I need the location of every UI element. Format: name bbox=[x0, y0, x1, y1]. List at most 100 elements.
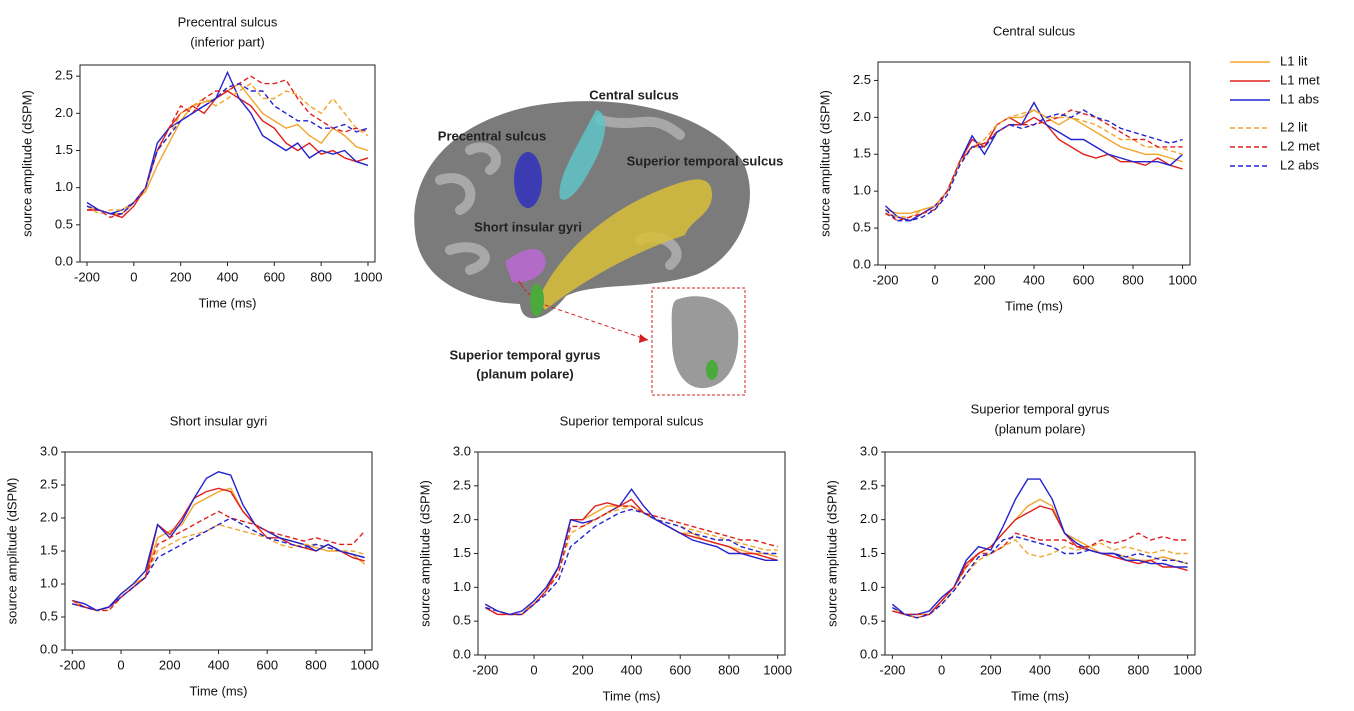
y-tick-label: 0.0 bbox=[40, 641, 58, 656]
x-tick-label: 200 bbox=[980, 662, 1002, 677]
y-tick-label: 0.5 bbox=[40, 608, 58, 623]
series-line bbox=[72, 523, 365, 612]
y-tick-label: 3.0 bbox=[453, 443, 471, 458]
x-tick-label: 800 bbox=[310, 269, 332, 284]
chart-title: Superior temporal gyrus bbox=[971, 401, 1110, 416]
y-tick-label: 2.5 bbox=[853, 72, 871, 87]
series-line bbox=[72, 471, 365, 612]
arrow bbox=[544, 304, 649, 341]
x-tick-label: 1000 bbox=[763, 662, 792, 677]
inset-box bbox=[651, 287, 746, 396]
legend-label: L2 lit bbox=[1280, 119, 1308, 134]
x-tick-label: 400 bbox=[208, 657, 230, 672]
chart-title: Central sulcus bbox=[993, 23, 1076, 38]
y-tick-label: 0.0 bbox=[853, 256, 871, 271]
series-line bbox=[86, 82, 369, 215]
x-tick-label: 400 bbox=[621, 662, 643, 677]
y-tick-label: 1.0 bbox=[453, 579, 471, 594]
y-tick-label: 1.0 bbox=[853, 183, 871, 198]
x-tick-label: -200 bbox=[74, 269, 100, 284]
series-line bbox=[892, 539, 1188, 619]
x-tick-label: 800 bbox=[1128, 662, 1150, 677]
arrow-head bbox=[639, 334, 648, 343]
series-line bbox=[87, 90, 369, 219]
pointer bbox=[518, 280, 531, 296]
x-tick-label: 800 bbox=[1122, 272, 1144, 287]
y-tick-label: 2.5 bbox=[55, 68, 73, 83]
x-tick-label: 600 bbox=[1073, 272, 1095, 287]
x-tick-label: -200 bbox=[59, 657, 85, 672]
x-axis-label: Time (ms) bbox=[1005, 298, 1063, 313]
brain-illustration: Central sulcus Precentral sulcus Superio… bbox=[414, 87, 784, 396]
y-tick-label: 0.0 bbox=[453, 646, 471, 661]
region-sts bbox=[538, 179, 712, 310]
x-tick-label: 1000 bbox=[350, 657, 379, 672]
series-line bbox=[884, 109, 1183, 222]
x-tick-label: 1000 bbox=[354, 269, 383, 284]
y-tick-label: 0.5 bbox=[453, 613, 471, 628]
x-tick-label: 400 bbox=[1023, 272, 1045, 287]
x-tick-label: 200 bbox=[974, 272, 996, 287]
x-tick-label: 800 bbox=[718, 662, 740, 677]
x-axis-label: Time (ms) bbox=[189, 683, 247, 698]
x-tick-label: 600 bbox=[256, 657, 278, 672]
series-line bbox=[71, 510, 366, 612]
y-tick-label: 2.0 bbox=[453, 511, 471, 526]
y-axis-label: source amplitude (dSPM) bbox=[19, 90, 34, 237]
y-tick-label: 2.0 bbox=[860, 511, 878, 526]
x-tick-label: 1000 bbox=[1168, 272, 1197, 287]
chart-subtitle: (inferior part) bbox=[190, 34, 264, 49]
x-tick-label: 0 bbox=[938, 662, 945, 677]
brain-label: Precentral sulcus bbox=[438, 128, 546, 143]
series-line bbox=[885, 109, 1183, 218]
series-line bbox=[892, 505, 1188, 619]
x-axis-label: Time (ms) bbox=[198, 295, 256, 310]
x-tick-label: 600 bbox=[669, 662, 691, 677]
series-line bbox=[484, 505, 778, 616]
y-tick-label: 2.0 bbox=[853, 109, 871, 124]
y-tick-label: 2.0 bbox=[55, 105, 73, 120]
legend-label: L2 abs bbox=[1280, 157, 1320, 172]
brain-label: Central sulcus bbox=[589, 87, 679, 102]
chart-subtitle: (planum polare) bbox=[994, 421, 1085, 436]
series-line bbox=[72, 517, 365, 612]
series-line bbox=[891, 478, 1188, 616]
y-tick-label: 2.0 bbox=[40, 509, 58, 524]
y-tick-label: 2.5 bbox=[453, 477, 471, 492]
inset-stg bbox=[706, 360, 718, 380]
y-tick-label: 1.5 bbox=[40, 542, 58, 557]
brain-label: Short insular gyri bbox=[474, 219, 582, 234]
series-line bbox=[86, 82, 369, 215]
x-tick-label: -200 bbox=[472, 662, 498, 677]
x-tick-label: -200 bbox=[872, 272, 898, 287]
series-line bbox=[86, 70, 369, 215]
y-tick-label: 1.5 bbox=[55, 142, 73, 157]
region-insular bbox=[505, 249, 546, 283]
legend-label: L1 met bbox=[1280, 72, 1320, 87]
y-tick-label: 2.5 bbox=[860, 477, 878, 492]
series-line bbox=[484, 505, 778, 616]
chart-title: Precentral sulcus bbox=[178, 14, 278, 29]
x-tick-label: 800 bbox=[305, 657, 327, 672]
region-precentral bbox=[514, 152, 542, 208]
series-line bbox=[484, 488, 778, 616]
x-tick-label: 200 bbox=[572, 662, 594, 677]
x-tick-label: 400 bbox=[217, 269, 239, 284]
chart-title: Superior temporal sulcus bbox=[560, 413, 704, 428]
legend-label: L1 lit bbox=[1280, 53, 1308, 68]
y-tick-label: 1.5 bbox=[453, 545, 471, 560]
legend-label: L1 abs bbox=[1280, 91, 1320, 106]
y-axis-label: source amplitude (dSPM) bbox=[824, 480, 839, 627]
series-line bbox=[485, 508, 778, 616]
y-tick-label: 2.5 bbox=[40, 476, 58, 491]
axes-frame bbox=[79, 64, 376, 263]
x-tick-label: 600 bbox=[263, 269, 285, 284]
inset-brain bbox=[671, 296, 739, 389]
x-tick-label: 0 bbox=[931, 272, 938, 287]
x-tick-label: 1000 bbox=[1173, 662, 1202, 677]
series-line bbox=[884, 101, 1184, 222]
brain-label: Superior temporal sulcus bbox=[627, 153, 784, 168]
series-line bbox=[71, 487, 366, 612]
x-tick-label: 0 bbox=[530, 662, 537, 677]
x-tick-label: -200 bbox=[879, 662, 905, 677]
